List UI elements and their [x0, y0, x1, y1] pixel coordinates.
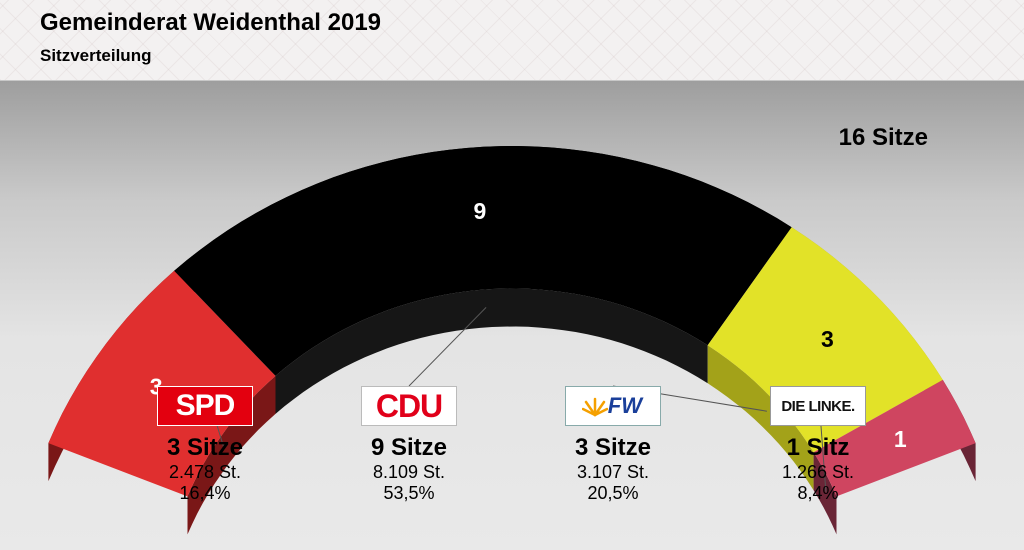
- linke-votes: 1.266 St.: [781, 462, 855, 482]
- seat-label-cdu: 9: [474, 198, 487, 224]
- party-block-cdu: CDU 9 Sitze 8.109 St. 53,5%: [309, 386, 509, 504]
- fw-seats: 3 Sitze: [574, 434, 652, 461]
- linke-seats: 1 Sitz: [786, 434, 850, 461]
- cdu-logo: CDU: [361, 386, 457, 426]
- cdu-seats: 9 Sitze: [370, 434, 448, 461]
- linke-logo-text: DIE LINKE.: [781, 397, 855, 415]
- party-block-fw: FW 3 Sitze 3.107 St. 20,5%: [513, 386, 713, 504]
- spd-seats: 3 Sitze: [166, 434, 244, 461]
- fw-logo: FW: [565, 386, 661, 426]
- total-seats-label: 16 Sitze: [839, 124, 928, 151]
- spd-share: 16,4%: [179, 483, 231, 503]
- cdu-logo-text: CDU: [375, 387, 443, 424]
- seat-segment-fw-inner-side: [707, 345, 814, 491]
- seat-label-fw: 3: [821, 326, 834, 352]
- seat-segment-linke: [813, 379, 976, 497]
- party-block-spd: SPD 3 Sitze 2.478 St. 16,4%: [105, 386, 305, 504]
- cdu-share: 53,5%: [383, 483, 435, 503]
- seat-arc-chart: 3931 16 Sitze: [48, 124, 976, 535]
- sun-icon: [582, 397, 608, 417]
- seat-segment-spd-inner-side: [187, 375, 276, 535]
- seat-segment-cdu: [174, 146, 792, 376]
- seat-label-linke: 1: [894, 426, 907, 452]
- header-band: Gemeinderat Weidenthal 2019 Sitzverteilu…: [0, 0, 1024, 81]
- chart-subtitle: Sitzverteilung: [40, 46, 152, 65]
- chart-title: Gemeinderat Weidenthal 2019: [40, 9, 382, 36]
- fw-share: 20,5%: [587, 483, 639, 503]
- leader-line-cdu: [408, 307, 487, 387]
- seat-segment-cdu-inner-side: [275, 288, 708, 414]
- spd-logo: SPD: [157, 386, 253, 426]
- spd-votes: 2.478 St.: [168, 462, 242, 482]
- chart-area: 3931 16 Sitze SPD 3 Sitze 2.478 St. 16,4…: [0, 81, 1024, 550]
- seat-segment-linke-inner-side: [813, 452, 837, 535]
- party-block-linke: DIE LINKE. 1 Sitz 1.266 St. 8,4%: [718, 386, 918, 504]
- seat-segment-fw: [707, 227, 943, 453]
- cdu-votes: 8.109 St.: [372, 462, 446, 482]
- fw-logo-text: FW: [607, 393, 642, 418]
- seat-segment-spd: [48, 270, 276, 497]
- spd-logo-text: SPD: [175, 389, 236, 422]
- linke-logo: DIE LINKE.: [770, 386, 866, 426]
- linke-share: 8,4%: [797, 483, 839, 503]
- fw-votes: 3.107 St.: [576, 462, 650, 482]
